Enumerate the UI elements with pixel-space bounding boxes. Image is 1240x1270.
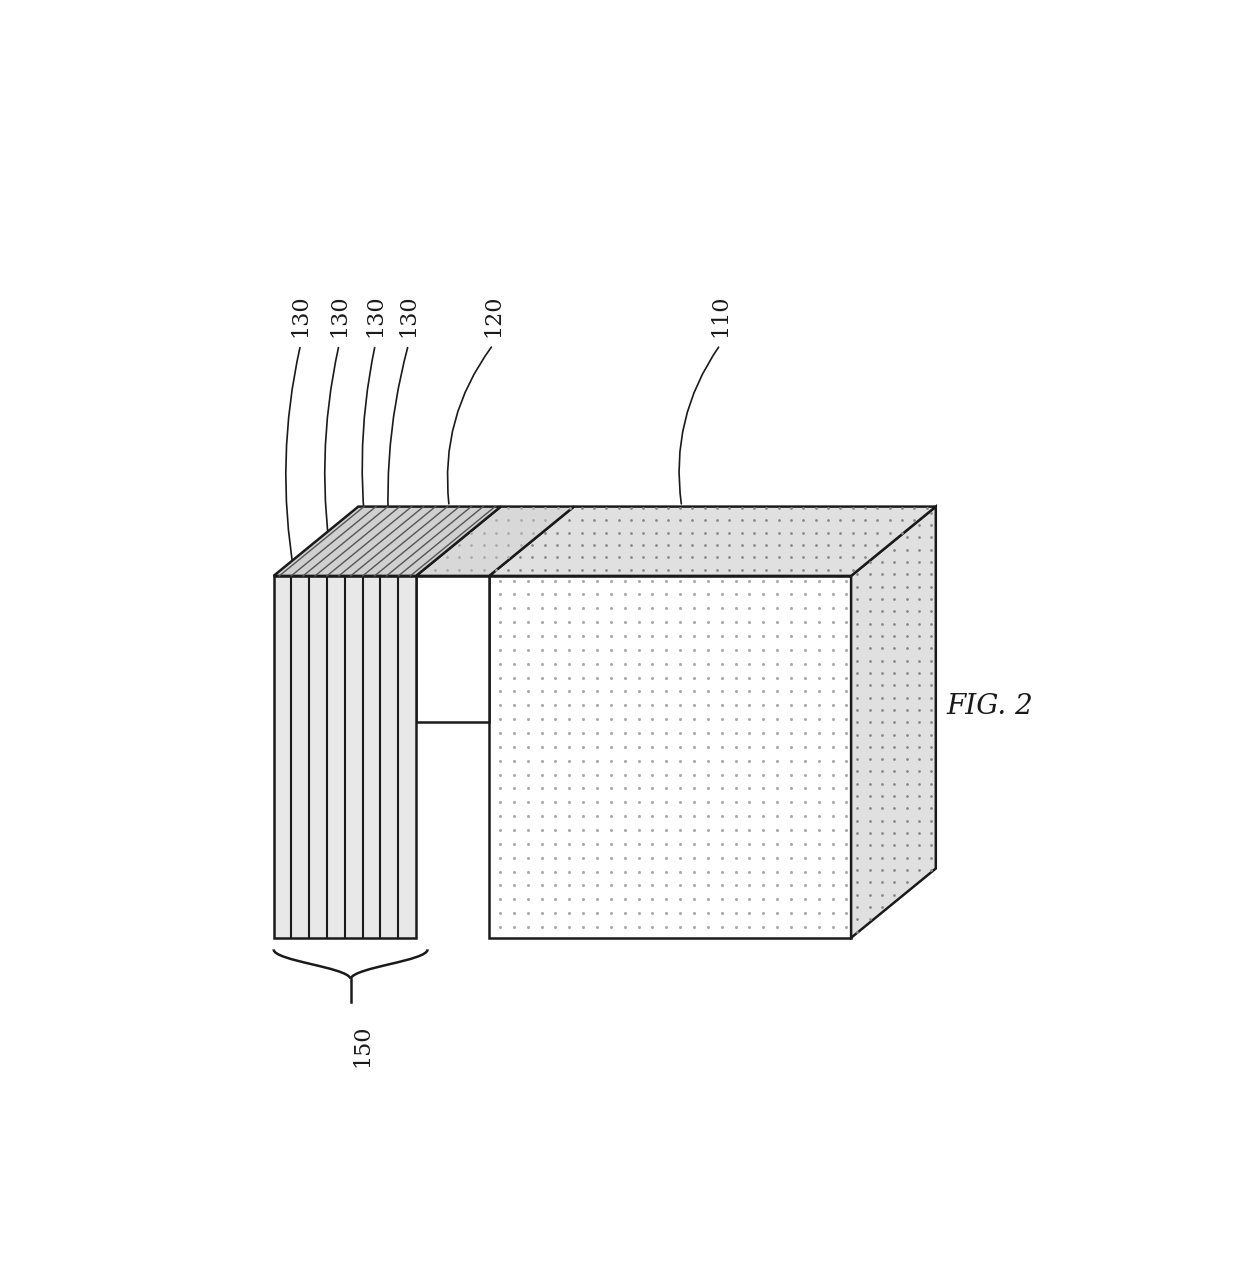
Text: 130: 130 bbox=[290, 295, 311, 338]
Text: 130: 130 bbox=[365, 295, 386, 338]
Polygon shape bbox=[274, 507, 501, 575]
Text: 130: 130 bbox=[329, 295, 350, 338]
Polygon shape bbox=[274, 575, 417, 937]
Text: FIG. 2: FIG. 2 bbox=[946, 693, 1033, 720]
Text: 130: 130 bbox=[397, 295, 419, 338]
Polygon shape bbox=[490, 575, 851, 937]
Text: 110: 110 bbox=[709, 295, 732, 338]
Text: 120: 120 bbox=[482, 295, 503, 338]
Polygon shape bbox=[417, 575, 490, 723]
Polygon shape bbox=[851, 507, 936, 937]
Polygon shape bbox=[417, 507, 574, 575]
Polygon shape bbox=[490, 507, 936, 575]
Text: 150: 150 bbox=[351, 1025, 373, 1067]
